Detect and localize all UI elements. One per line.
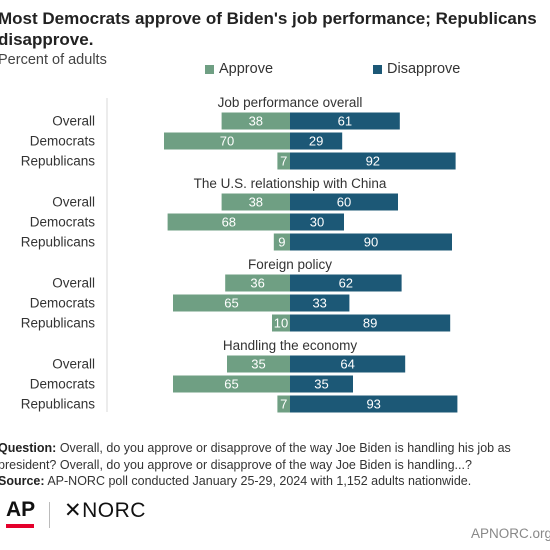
source-label: Source:: [0, 474, 45, 488]
disapprove-value-label: 35: [314, 377, 328, 392]
disapprove-bar: [290, 355, 406, 373]
legend-label-disapprove: Disapprove: [387, 61, 461, 77]
question-text: Overall, do you approve or disapprove of…: [0, 441, 511, 472]
legend-item-disapprove: Disapprove: [373, 61, 460, 77]
disapprove-bar: [290, 395, 458, 413]
source-text: AP-NORC poll conducted January 25-29, 20…: [47, 474, 472, 488]
row-label: Republicans: [21, 397, 96, 412]
disapprove-value-label: 60: [337, 195, 351, 210]
disapprove-bar: [290, 314, 451, 332]
row-label: Republicans: [21, 154, 96, 169]
approve-bar: [221, 193, 290, 211]
approve-value-label: 35: [251, 357, 265, 372]
approve-value-label: 70: [220, 134, 234, 149]
disapprove-bar: [290, 193, 398, 211]
approve-bar: [227, 355, 290, 373]
group-title: Handling the economy: [223, 338, 358, 353]
approve-bar: [167, 213, 290, 231]
row-label: Overall: [52, 276, 95, 291]
disapprove-value-label: 29: [309, 134, 323, 149]
row-label: Republicans: [21, 316, 96, 331]
approve-value-label: 65: [224, 377, 238, 392]
row-label: Republicans: [21, 235, 96, 250]
question-note: Question: Overall, do you approve or dis…: [0, 440, 550, 473]
approve-value-label: 7: [280, 154, 287, 169]
approve-bar: [277, 152, 290, 170]
ap-logo-underline: [6, 524, 34, 528]
approve-value-label: 68: [222, 215, 236, 230]
row-label: Democrats: [30, 296, 96, 311]
diverging-bar-chart: Job performance overall Overall 38 61 Democr…: [21, 95, 458, 413]
approve-value-label: 9: [278, 235, 285, 250]
approve-bar: [225, 274, 290, 292]
row-label: Overall: [52, 114, 95, 129]
disapprove-bar: [290, 112, 400, 130]
approve-bar: [221, 112, 290, 130]
approve-bar: [277, 395, 290, 413]
row-label: Democrats: [30, 377, 96, 392]
legend-label-approve: Approve: [219, 61, 274, 77]
disapprove-bar: [290, 274, 402, 292]
disapprove-bar: [290, 152, 456, 170]
approve-bar: [272, 314, 290, 332]
disapprove-value-label: 64: [340, 357, 354, 372]
legend-swatch-disapprove: [373, 64, 382, 74]
disapprove-value-label: 30: [310, 215, 324, 230]
site-url: APNORC.org: [470, 526, 550, 541]
legend-item-approve: Approve: [205, 61, 273, 77]
approve-bar: [164, 132, 290, 150]
group-title: Job performance overall: [218, 95, 363, 110]
ap-logo: AP: [6, 498, 36, 521]
row-label: Democrats: [30, 215, 96, 230]
chart-footnote: Question: Overall, do you approve or dis…: [0, 440, 550, 490]
group-title: The U.S. relationship with China: [194, 176, 387, 191]
approve-bar: [173, 294, 290, 312]
disapprove-bar: [290, 375, 353, 393]
approve-value-label: 38: [249, 195, 263, 210]
norc-logo: ✕NORC: [64, 498, 146, 523]
norc-mark-icon: ✕: [64, 499, 83, 522]
disapprove-bar: [290, 213, 344, 231]
disapprove-value-label: 93: [366, 397, 380, 412]
logo-divider: [49, 502, 50, 528]
disapprove-value-label: 89: [363, 316, 377, 331]
chart-title: Most Democrats approve of Biden's job pe…: [0, 9, 537, 49]
approve-bar: [273, 233, 290, 251]
row-label: Democrats: [30, 134, 96, 149]
approve-value-label: 65: [224, 296, 238, 311]
disapprove-bar: [290, 132, 343, 150]
chart-legend: Approve Disapprove: [0, 61, 550, 79]
disapprove-value-label: 62: [339, 276, 353, 291]
disapprove-bar: [290, 294, 350, 312]
row-label: Overall: [52, 195, 95, 210]
row-label: Overall: [52, 357, 95, 372]
approve-bar: [173, 375, 290, 393]
chart-subtitle: Percent of adults: [0, 52, 107, 68]
disapprove-value-label: 92: [366, 154, 380, 169]
group-title: Foreign policy: [248, 257, 332, 272]
disapprove-value-label: 90: [364, 235, 378, 250]
approve-value-label: 7: [280, 397, 287, 412]
question-label: Question:: [0, 441, 57, 455]
disapprove-bar: [290, 233, 452, 251]
source-note: Source: AP-NORC poll conducted January 2…: [0, 473, 550, 490]
legend-swatch-approve: [205, 64, 214, 74]
approve-value-label: 38: [249, 114, 263, 129]
disapprove-value-label: 61: [338, 114, 352, 129]
approve-value-label: 36: [250, 276, 264, 291]
disapprove-value-label: 33: [312, 296, 326, 311]
approve-value-label: 10: [274, 316, 288, 331]
norc-logo-text: NORC: [82, 499, 146, 522]
